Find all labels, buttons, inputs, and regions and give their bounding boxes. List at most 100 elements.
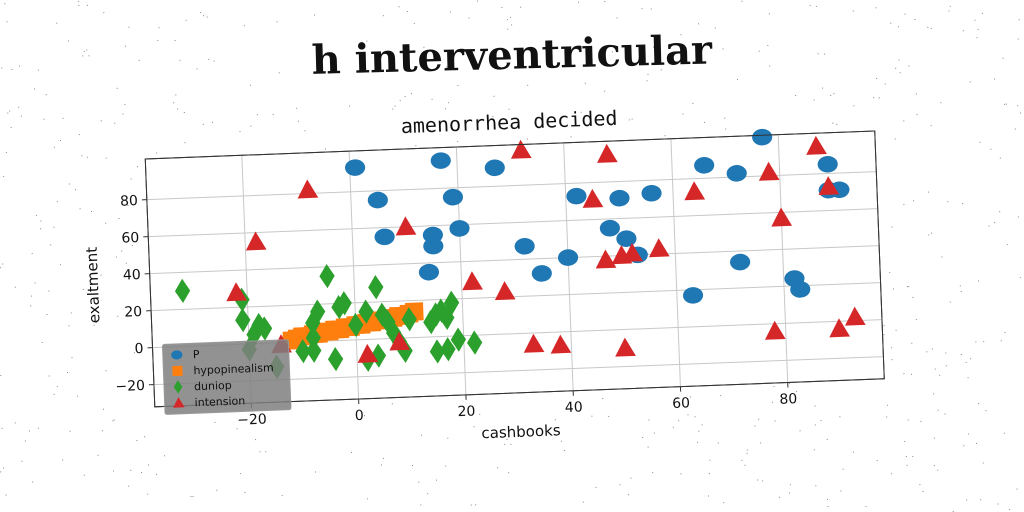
intension-point (829, 318, 851, 338)
noise-dot (214, 421, 216, 423)
noise-dot (928, 234, 930, 236)
noise-dot (477, 0, 479, 2)
noise-dot (994, 222, 996, 224)
noise-dot (884, 83, 886, 85)
noise-dot (641, 8, 643, 10)
noise-dot (259, 451, 261, 453)
grid-line-x (455, 147, 467, 395)
noise-dot (817, 53, 819, 55)
noise-dot (978, 402, 980, 404)
noise-dot (697, 441, 699, 443)
noise-dot (630, 477, 632, 479)
noise-dot (999, 211, 1001, 213)
intension-point (582, 188, 604, 208)
noise-dot (196, 68, 198, 70)
x-tick-label: −20 (237, 412, 267, 429)
noise-dot (53, 226, 55, 228)
noise-dot (381, 464, 382, 466)
noise-dot (436, 479, 437, 481)
noise-dot (708, 495, 709, 497)
noise-dot (602, 398, 604, 400)
noise-dot (833, 93, 835, 95)
noise-dot (175, 94, 177, 96)
noise-dot (67, 372, 68, 373)
noise-dot (82, 55, 84, 57)
noise-dot (3, 467, 4, 469)
noise-dot (975, 341, 977, 343)
noise-dot (840, 490, 842, 492)
noise-dot (14, 286, 16, 288)
noise-dot (77, 0, 79, 2)
legend-box (161, 339, 292, 415)
noise-dot (704, 121, 705, 123)
noise-dot (447, 102, 449, 104)
noise-dot (822, 87, 823, 89)
noise-dot (493, 95, 495, 97)
axis-ticks: −20 0 20 40 60 80 −20 0 20 40 60 80 (115, 193, 797, 429)
y-tick-label: 40 (123, 267, 141, 284)
legend-label: intension (194, 394, 245, 409)
noise-dot (115, 256, 117, 258)
noise-dot (0, 375, 2, 376)
duniop-point (466, 330, 483, 355)
chart-title: amenorrhea decided (400, 106, 618, 138)
noise-dot (83, 51, 85, 53)
noise-dot (173, 102, 175, 104)
noise-dot (469, 51, 471, 53)
p-point (484, 159, 505, 177)
noise-dot (604, 1, 606, 2)
noise-dot (714, 27, 716, 29)
duniop-point (235, 307, 251, 333)
noise-dot (118, 218, 120, 219)
noise-dot (947, 201, 949, 203)
p-point (514, 238, 535, 255)
noise-dot (603, 118, 605, 120)
noise-dot (945, 352, 947, 354)
noise-dot (506, 439, 508, 440)
noise-dot (14, 422, 16, 424)
x-tick-label: 40 (565, 399, 583, 416)
noise-dot (87, 156, 89, 158)
noise-dot (692, 102, 694, 104)
intension-point (597, 143, 618, 163)
noise-dot (795, 95, 797, 96)
duniop-point (443, 290, 460, 315)
noise-dot (1000, 340, 1002, 342)
noise-dot (116, 87, 118, 89)
noise-dot (701, 424, 703, 426)
noise-dot (725, 128, 727, 130)
noise-dot (912, 296, 914, 298)
noise-dot (820, 420, 822, 422)
noise-dot (741, 459, 743, 461)
noise-dot (394, 105, 396, 107)
noise-dot (177, 108, 179, 110)
noise-dot (37, 427, 39, 429)
noise-dot (813, 449, 815, 451)
noise-dot (112, 420, 114, 422)
noise-dot (898, 59, 900, 61)
x-tick-label: 0 (355, 408, 365, 424)
noise-dot (959, 285, 961, 287)
noise-dot (184, 142, 186, 144)
noise-dot (105, 222, 107, 224)
noise-dot (43, 118, 45, 120)
legend-label: P (193, 348, 200, 361)
noise-dot (895, 329, 897, 331)
intension-point (615, 337, 636, 357)
noise-dot (774, 420, 776, 422)
noise-dot (1018, 19, 1020, 21)
noise-dot (297, 120, 299, 122)
noise-dot (772, 401, 774, 403)
p-point (418, 263, 440, 281)
noise-dot (976, 37, 978, 39)
noise-dot (70, 312, 72, 314)
noise-dot (631, 118, 633, 120)
noise-dot (827, 498, 828, 500)
noise-dot (814, 405, 816, 407)
noise-dot (239, 131, 241, 133)
noise-dot (122, 113, 124, 115)
noise-dot (551, 64, 553, 66)
noise-dot (56, 386, 58, 388)
noise-dot (185, 19, 187, 21)
